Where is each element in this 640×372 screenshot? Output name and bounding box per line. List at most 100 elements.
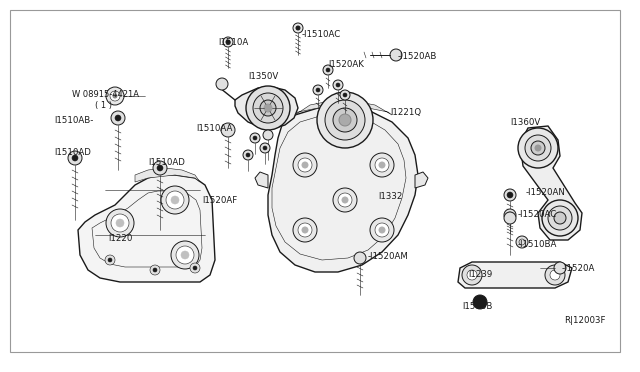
Text: -l1510AC: -l1510AC [302,30,341,39]
Circle shape [298,223,312,237]
Circle shape [333,80,343,90]
Circle shape [333,188,357,212]
Circle shape [246,86,290,130]
Circle shape [263,146,267,150]
Circle shape [293,23,303,33]
Circle shape [221,123,235,137]
Polygon shape [520,126,582,240]
Polygon shape [235,87,298,128]
Circle shape [113,94,117,98]
Text: -l1520AB: -l1520AB [398,52,437,61]
Circle shape [326,68,330,72]
Text: l1510AD: l1510AD [54,148,91,157]
Polygon shape [458,262,572,288]
Circle shape [375,158,389,172]
Text: ( 1 ): ( 1 ) [95,101,112,110]
Text: l1510B: l1510B [462,302,492,311]
Circle shape [116,219,124,227]
Text: -l1520AC: -l1520AC [518,210,557,219]
Text: l1520AK: l1520AK [328,60,364,69]
Circle shape [525,135,551,161]
Circle shape [260,100,276,116]
Circle shape [111,214,129,232]
Circle shape [157,165,163,171]
Circle shape [106,209,134,237]
Circle shape [250,133,260,143]
Circle shape [260,143,270,153]
Text: -l1520AM: -l1520AM [368,252,409,261]
Circle shape [370,153,394,177]
Polygon shape [255,172,268,188]
Circle shape [354,252,366,264]
Circle shape [545,265,565,285]
Circle shape [223,37,233,47]
Text: -l1520AN: -l1520AN [526,188,566,197]
Circle shape [316,88,320,92]
Circle shape [106,87,124,105]
Text: l1220: l1220 [108,234,132,243]
Circle shape [504,189,516,201]
Text: -l1510BA: -l1510BA [518,240,557,249]
Circle shape [313,85,323,95]
Circle shape [336,83,340,87]
Circle shape [531,141,545,155]
Circle shape [333,108,357,132]
Text: l1520AF: l1520AF [202,196,237,205]
Circle shape [379,162,385,168]
Circle shape [171,196,179,204]
Circle shape [68,151,82,165]
Text: -l1520A: -l1520A [562,264,595,273]
Circle shape [216,78,228,90]
Circle shape [263,130,273,140]
Circle shape [296,26,300,30]
Text: W 08915-4421A: W 08915-4421A [72,90,139,99]
Text: l1510AB-: l1510AB- [54,116,93,125]
Circle shape [542,200,578,236]
Polygon shape [268,108,418,272]
Text: R|12003F: R|12003F [564,316,605,325]
Circle shape [264,104,272,112]
Circle shape [243,150,253,160]
Text: l1350V: l1350V [248,72,278,81]
Circle shape [111,111,125,125]
Circle shape [519,239,525,245]
Circle shape [302,162,308,168]
Polygon shape [415,172,428,188]
Circle shape [375,223,389,237]
Circle shape [338,193,352,207]
Circle shape [379,227,385,233]
Circle shape [153,268,157,272]
Circle shape [342,197,348,203]
Text: l1510AD: l1510AD [148,158,185,167]
Circle shape [554,212,566,224]
Polygon shape [295,100,392,115]
Circle shape [72,155,78,161]
Circle shape [190,263,200,273]
Circle shape [171,241,199,269]
Polygon shape [78,175,215,282]
Circle shape [507,192,513,198]
Circle shape [105,255,115,265]
Circle shape [176,246,194,264]
Circle shape [504,209,516,221]
Text: l1239: l1239 [468,270,492,279]
Circle shape [343,93,347,97]
Circle shape [325,100,365,140]
Circle shape [253,136,257,140]
Circle shape [110,91,120,101]
Text: l1360V: l1360V [510,118,540,127]
Circle shape [115,115,121,121]
Circle shape [473,295,487,309]
Circle shape [302,227,308,233]
Text: l1332: l1332 [378,192,403,201]
Circle shape [253,93,283,123]
Circle shape [293,153,317,177]
Circle shape [390,49,402,61]
Circle shape [317,92,373,148]
Circle shape [340,90,350,100]
Circle shape [193,266,197,270]
Circle shape [246,153,250,157]
Circle shape [166,191,184,209]
Text: l1221Q: l1221Q [390,108,421,117]
Circle shape [462,265,482,285]
